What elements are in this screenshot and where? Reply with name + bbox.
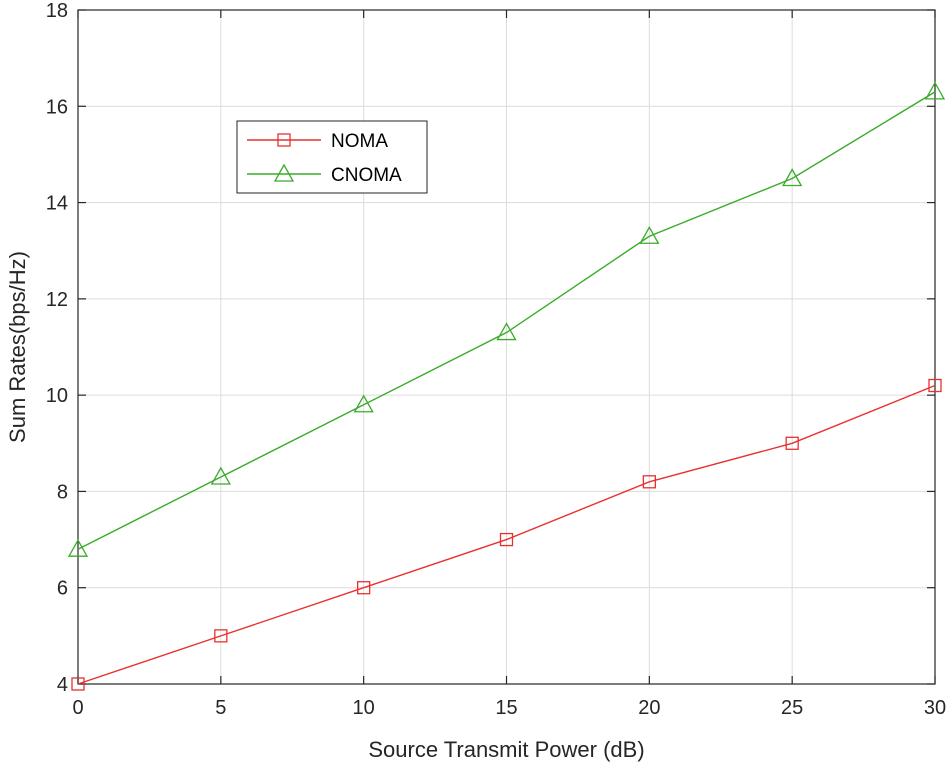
x-tick-label: 20 [638,697,660,719]
series-line-cnoma [77,91,936,550]
y-tick-label: 10 [46,385,68,407]
legend-marker-cnoma [273,163,295,182]
series-line-noma [77,384,936,685]
legend-box [236,120,428,194]
series-cnoma [67,81,946,557]
y-tick-label: 4 [57,674,68,696]
data-point-cnoma [67,538,89,557]
data-point-noma [214,629,228,643]
data-point-noma [499,532,514,547]
y-tick-label: 6 [57,578,68,600]
data-point-noma [357,581,371,595]
x-tick-label: 5 [215,697,226,719]
y-tick-label: 14 [46,193,68,215]
legend-label-cnoma: CNOMA [331,165,402,186]
x-tick-label: 15 [495,697,517,719]
data-point-noma [642,475,656,489]
data-point-cnoma [924,81,946,100]
data-point-noma [928,378,942,393]
y-axis-title: Sum Rates(bps/Hz) [5,251,30,443]
series-noma [71,378,942,691]
legend-label-noma: NOMA [331,131,388,152]
grid [77,9,936,685]
data-point-cnoma [496,322,517,341]
x-tick-label: 25 [781,697,803,719]
y-tick-label: 16 [46,96,68,118]
y-tick-label: 12 [46,289,68,311]
data-series [67,81,946,691]
x-tick-label: 30 [924,697,946,719]
x-axis-title: Source Transmit Power (dB) [368,737,644,762]
axis-ticks: 0 5 10 15 20 25 30 4 6 8 10 12 14 16 18 [46,0,946,719]
data-point-noma [785,436,799,450]
data-point-cnoma [353,394,374,413]
x-tick-label: 0 [72,697,83,719]
legend-marker-noma [277,133,291,147]
y-tick-label: 8 [57,481,68,503]
y-tick-label: 18 [46,0,68,22]
data-point-noma [71,677,85,691]
legend: NOMA CNOMA [236,120,428,194]
data-point-cnoma [639,225,660,244]
data-point-cnoma [782,168,803,187]
x-tick-label: 10 [353,697,375,719]
data-point-cnoma [210,466,231,485]
